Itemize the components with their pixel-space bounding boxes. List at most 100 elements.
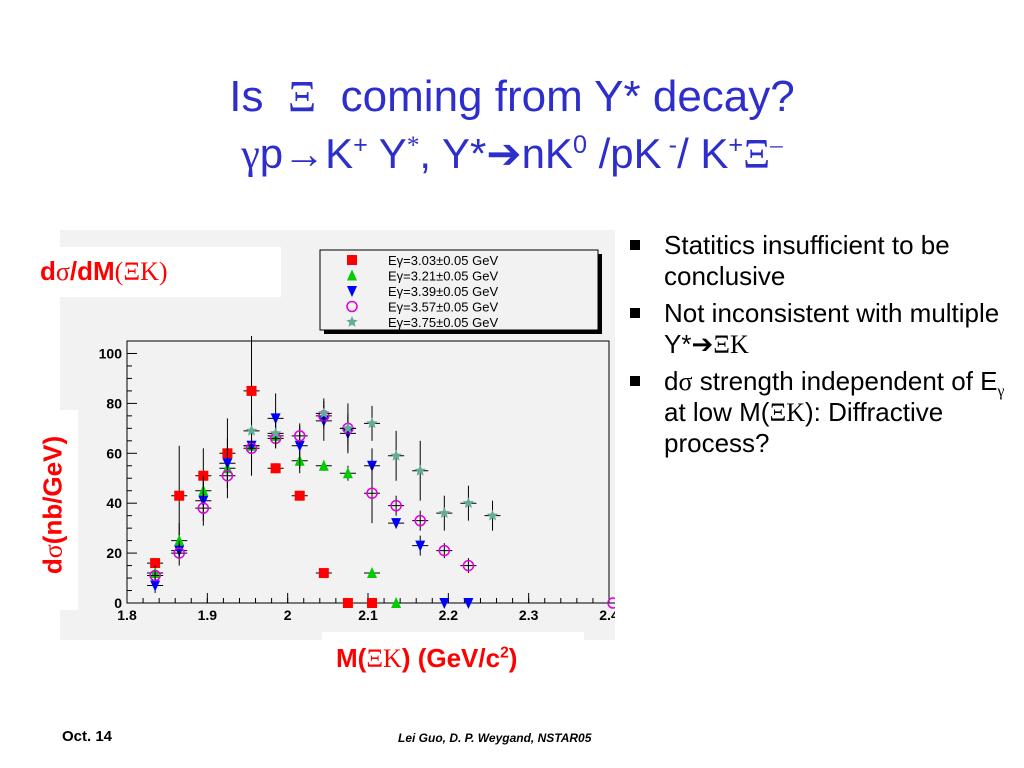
x-axis-label-background (322, 632, 584, 690)
title-star: * (406, 132, 420, 159)
legend-marker (346, 316, 358, 327)
data-point-series-1 (367, 598, 378, 608)
data-point-series-3 (150, 580, 161, 592)
y-tick-label: 40 (106, 495, 122, 511)
y-label-d: d (37, 558, 68, 575)
data-point-series-5 (342, 422, 354, 434)
title-text-post: coming from Y* decay? (340, 72, 795, 121)
bullet-3-d: d (664, 366, 679, 396)
data-point-series-4 (462, 559, 475, 572)
data-point-series-1 (174, 490, 185, 501)
title-plus2: + (728, 131, 744, 159)
data-point-series-4 (607, 597, 615, 609)
y-axis-label-background (28, 410, 78, 610)
data-point-series-5 (366, 417, 378, 429)
top-label-xk: ΞK (123, 257, 159, 286)
title-arrow: ➔ (486, 130, 522, 177)
title-p-arrow: p→K (259, 130, 354, 177)
legend-marker (346, 300, 358, 313)
cross-section-label: dσ/dM(ΞK) (40, 256, 168, 287)
data-point-series-5 (414, 464, 426, 476)
bullet-sym-2: ΞK (713, 330, 749, 359)
data-point-series-3 (270, 413, 281, 425)
x-tick-label: 2.4 (599, 607, 615, 623)
legend-entry: Eγ=3.75±0.05 GeV (388, 315, 498, 330)
legend-marker (347, 255, 357, 265)
footer-authors: Lei Guo, D. P. Weygand, NSTAR05 (398, 731, 592, 745)
data-point-series-1 (318, 568, 329, 579)
bullet-3-gamma: γ (997, 383, 1005, 401)
x-axis-label: M(ΞK) (GeV/c2) (336, 643, 517, 674)
data-point-series-4 (366, 487, 378, 499)
bullet-list: Statitics insufficient to be conclusive … (628, 230, 1008, 465)
bullet-square-icon (630, 376, 640, 386)
title-comma: , Y* (419, 130, 487, 177)
x-tick-label: 1.9 (198, 607, 218, 623)
plot-area: 0 20 40 60 80 100 1.8 1.9 2 2.1 2.2 2.3 2.4 Eγ=3.03±0… (60, 230, 615, 640)
data-point-series-2 (342, 467, 353, 479)
title-text-pre: Is (229, 72, 264, 121)
title-plus1: + (353, 131, 368, 159)
legend-entry: Eγ=3.03±0.05 GeV (388, 253, 498, 268)
data-point-series-5 (438, 507, 450, 518)
data-point-series-4 (414, 514, 426, 527)
title-nk: nK (521, 130, 573, 177)
title-zero: 0 (572, 131, 587, 159)
legend-entry: Eγ=3.39±0.05 GeV (388, 284, 498, 299)
slide-title-line1: Is Ξ coming from Y* decay? (0, 70, 1024, 124)
y-tick-label: 20 (106, 545, 122, 561)
top-label-background (36, 247, 281, 297)
title-minus: - (661, 131, 678, 159)
bullet-item-3: dσ strength independent of Eγ at low M(Ξ… (628, 366, 1008, 459)
legend-entry: Eγ=3.57±0.05 GeV (388, 300, 498, 315)
data-point-series-5 (318, 407, 330, 419)
data-point-series-5 (269, 427, 282, 439)
data-point-series-4 (293, 430, 306, 442)
data-point-series-3 (463, 598, 474, 609)
x-label-m: M( (336, 643, 367, 673)
data-point-series-4 (221, 469, 234, 482)
title-y: Y (367, 130, 407, 177)
title-xi-symbol: Ξ (287, 72, 317, 121)
data-point-series-4 (173, 547, 185, 559)
data-point-series-2 (318, 459, 329, 471)
x-tick-label: 2.1 (358, 607, 378, 623)
bullet-3-post: ): Diffractive process? (664, 397, 944, 458)
data-point-series-5 (390, 449, 402, 461)
title-pk: /pK (586, 130, 662, 177)
data-point-series-4 (438, 544, 451, 557)
x-tick-label: 2.3 (519, 607, 539, 623)
bullet-3-sym: ΞK (769, 398, 805, 427)
bullet-3-sigma: σ (678, 367, 693, 396)
data-point-series-3 (391, 518, 402, 530)
data-point-series-2 (391, 597, 402, 608)
y-tick-label: 80 (106, 395, 122, 411)
bullet-text-2: Not inconsistent with multiple Y* (664, 298, 1000, 359)
x-tick-label: 2.2 (439, 607, 459, 623)
x-label-sq: 2 (500, 644, 509, 662)
data-point-series-5 (245, 424, 258, 436)
data-point-series-4 (197, 502, 210, 514)
bullet-text-1: Statitics insufficient to be conclusive (664, 230, 950, 291)
top-label-sigma: σ (55, 257, 70, 286)
data-point-series-5 (462, 497, 475, 508)
y-tick-label: 100 (99, 345, 123, 361)
y-axis-label: dσ(nb/GeV) (38, 436, 69, 574)
data-point-series-1 (150, 558, 161, 569)
x-tick-label: 1.8 (117, 607, 137, 623)
footer-date: Oct. 14 (62, 728, 113, 745)
data-point-series-1 (342, 598, 353, 608)
scatter-chart: 0 20 40 60 80 100 1.8 1.9 2 2.1 2.2 2.3 2.4 Eγ=3.03±0… (99, 249, 615, 623)
legend-marker (347, 286, 357, 297)
title-gamma: γ (241, 132, 260, 178)
data-point-series-4 (149, 569, 161, 582)
bullet-arrow-2: ➔ (691, 329, 714, 359)
top-label-mid: /dM (69, 256, 115, 286)
y-label-sigma: σ (38, 544, 68, 559)
title-slash-k: / K (677, 130, 729, 177)
data-point-series-3 (439, 598, 450, 609)
x-label-xk: ΞK (366, 644, 402, 673)
bullet-square-icon (630, 240, 640, 250)
slide-title-line2: γp→K+ Y*, Y*➔nK0 /pK -/ K+Ξ– (0, 128, 1024, 181)
title-xi: Ξ (743, 132, 771, 178)
